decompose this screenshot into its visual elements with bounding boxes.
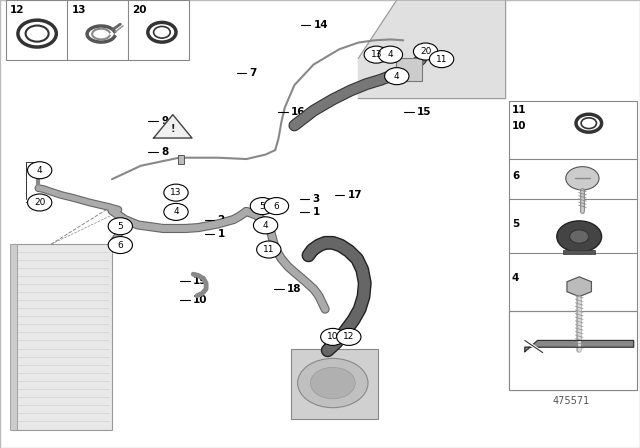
Polygon shape [567,277,591,297]
Text: 6: 6 [512,171,519,181]
Circle shape [321,328,345,345]
Text: 7: 7 [250,68,257,78]
Circle shape [566,167,599,190]
FancyBboxPatch shape [509,101,637,390]
FancyBboxPatch shape [13,244,112,430]
FancyBboxPatch shape [291,349,378,419]
Circle shape [364,46,388,63]
Circle shape [18,20,56,47]
Text: 2: 2 [218,215,225,225]
FancyBboxPatch shape [563,250,595,254]
Text: 10: 10 [193,295,208,305]
Circle shape [250,198,275,215]
Polygon shape [154,115,192,138]
Text: 3: 3 [312,194,319,204]
Circle shape [385,68,409,85]
FancyBboxPatch shape [6,0,189,60]
Text: 4: 4 [173,207,179,216]
Circle shape [154,26,170,38]
Polygon shape [358,0,506,99]
Circle shape [148,22,176,42]
Text: 14: 14 [314,20,328,30]
Text: 10: 10 [327,332,339,341]
Circle shape [264,198,289,215]
Circle shape [413,43,438,60]
Text: 1: 1 [218,229,225,239]
Text: 15: 15 [417,107,432,117]
Circle shape [429,51,454,68]
Text: 20: 20 [420,47,431,56]
Polygon shape [525,340,634,352]
Circle shape [164,203,188,220]
Circle shape [28,194,52,211]
Text: 12: 12 [10,5,24,15]
Circle shape [108,218,132,235]
Circle shape [257,241,281,258]
Text: 5: 5 [260,202,265,211]
Text: 13: 13 [72,5,86,15]
FancyBboxPatch shape [10,244,17,430]
Text: 4: 4 [37,166,42,175]
Circle shape [576,114,602,132]
Text: 11: 11 [512,105,527,115]
FancyBboxPatch shape [178,155,184,164]
Text: 20: 20 [132,5,147,15]
Circle shape [26,26,49,42]
Circle shape [253,217,278,234]
Circle shape [378,46,403,63]
Circle shape [310,367,355,399]
Text: 17: 17 [348,190,362,200]
Circle shape [164,184,188,201]
Text: 10: 10 [512,121,527,131]
FancyBboxPatch shape [509,311,637,390]
Circle shape [581,118,596,129]
Circle shape [28,162,52,179]
Text: 12: 12 [343,332,355,341]
Text: 13: 13 [371,50,382,59]
Text: 1: 1 [312,207,319,217]
Text: 4: 4 [512,273,520,283]
Text: 13: 13 [170,188,182,197]
Text: 4: 4 [388,50,393,59]
Text: 4: 4 [263,221,268,230]
Text: 475571: 475571 [552,396,589,406]
Text: 20: 20 [34,198,45,207]
Text: 5: 5 [118,222,123,231]
Circle shape [298,358,368,408]
Text: 18: 18 [287,284,301,294]
Circle shape [557,221,602,252]
Text: 11: 11 [263,245,275,254]
Text: 9: 9 [161,116,168,126]
Text: 6: 6 [118,241,123,250]
Text: 8: 8 [161,147,168,157]
Text: 11: 11 [436,55,447,64]
Text: 5: 5 [512,219,519,229]
Text: 16: 16 [291,107,306,117]
Text: !: ! [170,124,175,134]
Circle shape [108,237,132,254]
Text: 6: 6 [274,202,279,211]
Text: 19: 19 [193,276,207,286]
Circle shape [570,230,589,243]
FancyBboxPatch shape [396,58,422,81]
Text: 4: 4 [394,72,399,81]
Circle shape [337,328,361,345]
